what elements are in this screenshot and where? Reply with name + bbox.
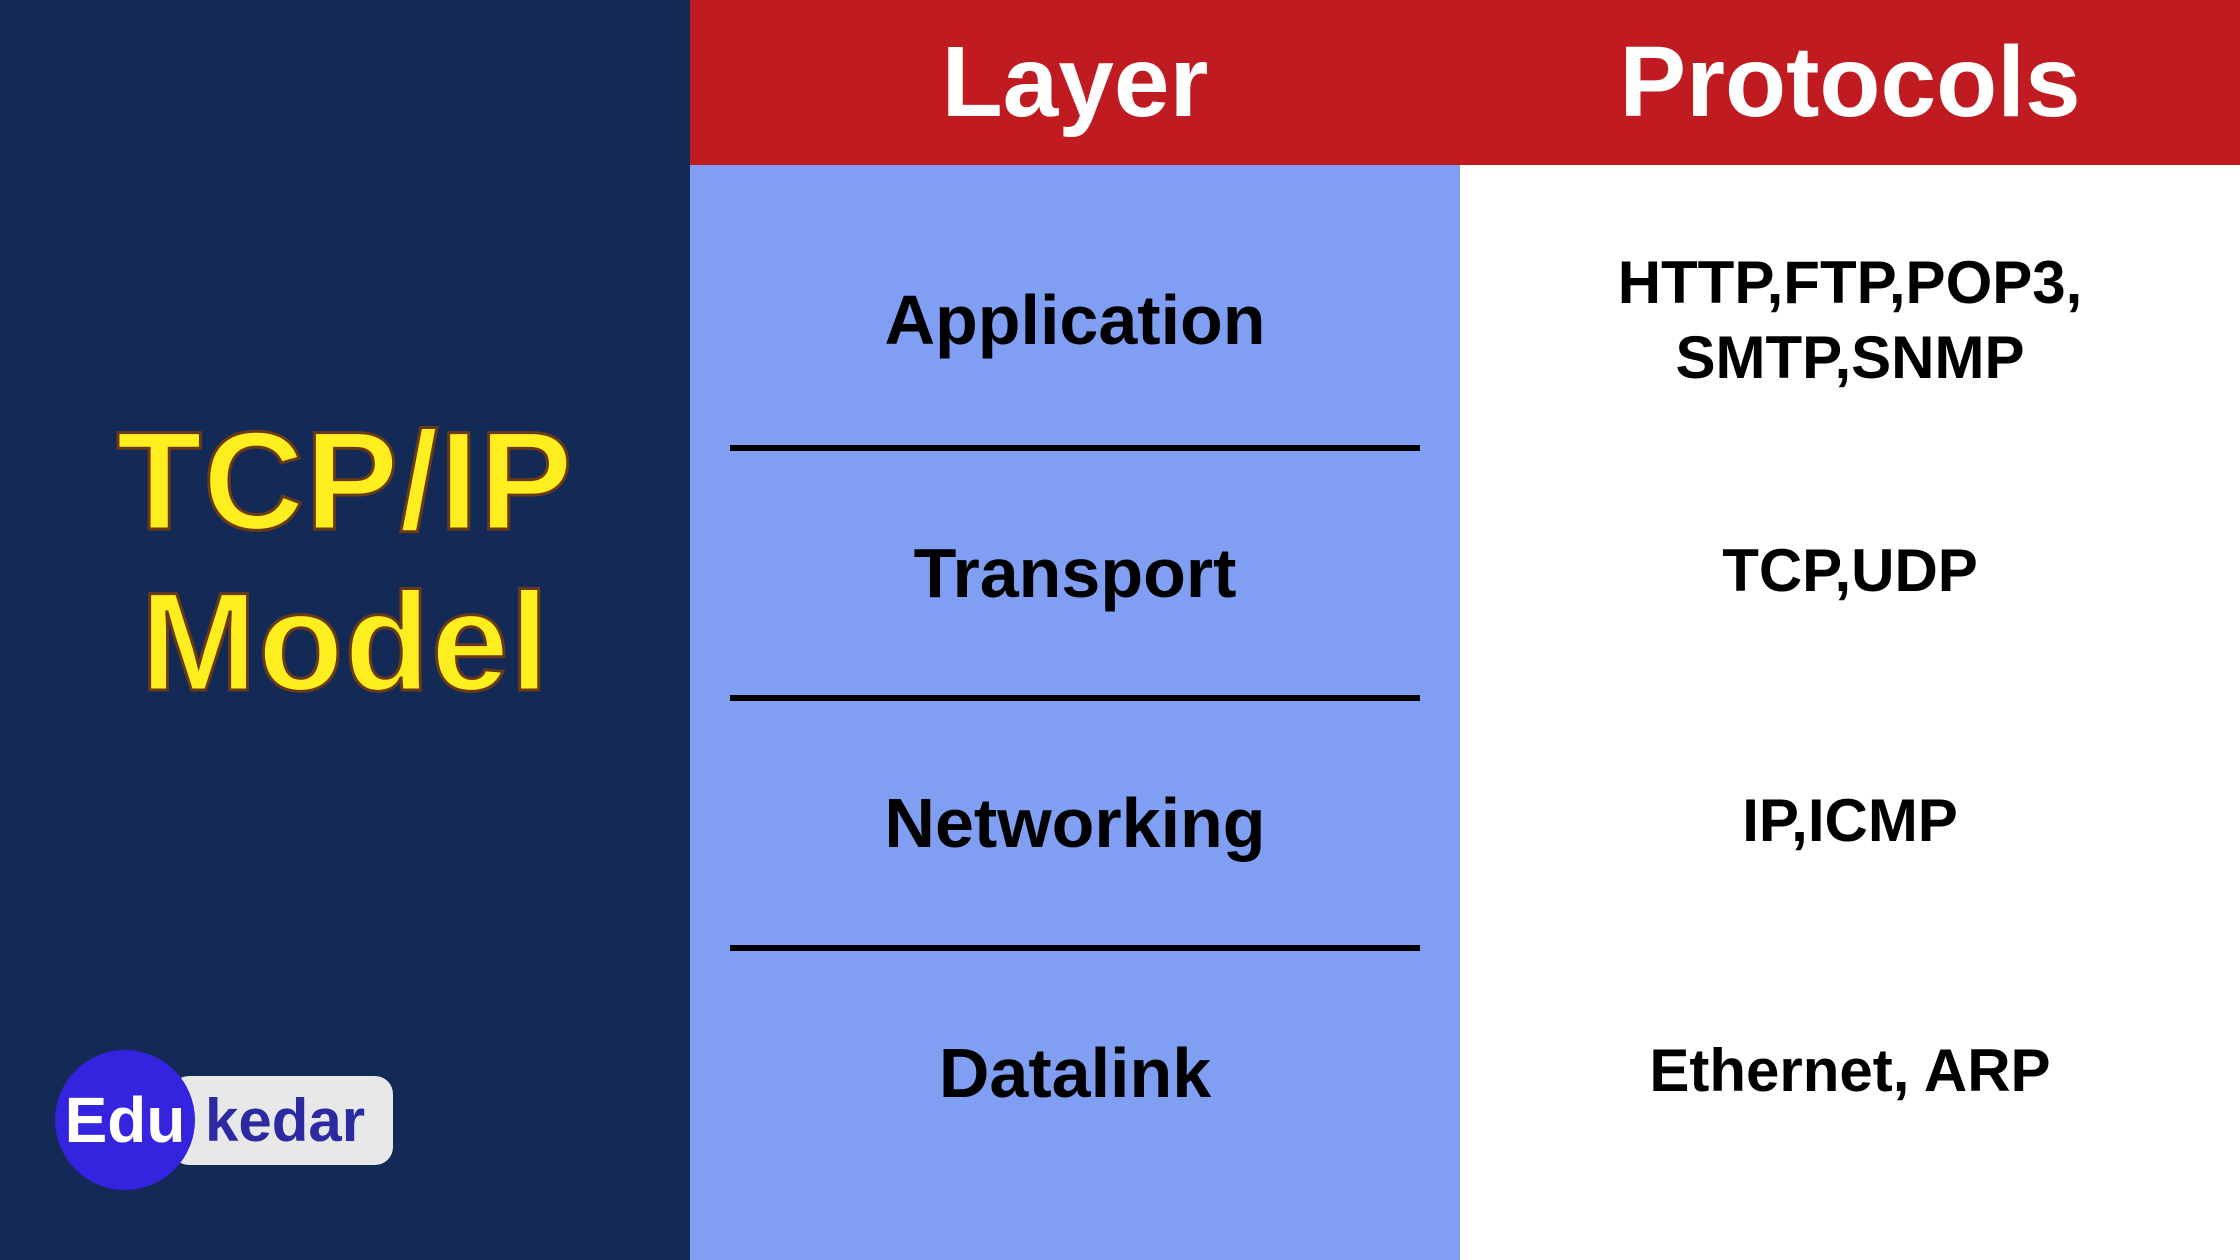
brand-logo-pill: kedar xyxy=(171,1076,393,1165)
protocols-cell-label: Ethernet, ARP xyxy=(1649,1033,2050,1108)
header-protocols: Protocols xyxy=(1460,0,2240,165)
title-line-1: TCP/IP xyxy=(116,400,573,561)
brand-logo-circle: Edu xyxy=(55,1050,195,1190)
brand-logo-circle-text: Edu xyxy=(65,1083,186,1157)
protocols-cell: Ethernet, ARP xyxy=(1460,945,2240,1195)
protocols-column: HTTP,FTP,POP3,SMTP,SNMP TCP,UDP IP,ICMP … xyxy=(1460,165,2240,1260)
table-body: Application Transport Networking Datalin… xyxy=(690,165,2240,1260)
table-panel: Layer Protocols Application Transport Ne… xyxy=(690,0,2240,1260)
header-layer: Layer xyxy=(690,0,1460,165)
layer-cell-label: Datalink xyxy=(939,1033,1211,1113)
layer-cell: Transport xyxy=(730,445,1420,695)
protocols-cell-label: TCP,UDP xyxy=(1722,533,1978,608)
table-header-row: Layer Protocols xyxy=(690,0,2240,165)
protocols-cell-label: HTTP,FTP,POP3,SMTP,SNMP xyxy=(1618,245,2083,395)
layer-cell-label: Application xyxy=(884,280,1265,360)
header-layer-label: Layer xyxy=(942,25,1209,140)
protocols-cell-label: IP,ICMP xyxy=(1742,783,1958,858)
diagram-root: TCP/IP Model Edu kedar Layer Protocols A… xyxy=(0,0,2240,1260)
layer-cell: Networking xyxy=(730,695,1420,945)
title-panel: TCP/IP Model Edu kedar xyxy=(0,0,690,1260)
protocols-cell: IP,ICMP xyxy=(1460,695,2240,945)
title-block: TCP/IP Model xyxy=(116,400,573,722)
header-protocols-label: Protocols xyxy=(1619,25,2080,140)
layer-cell-label: Transport xyxy=(914,533,1237,613)
brand-logo-pill-text: kedar xyxy=(205,1087,365,1154)
layer-cell: Application xyxy=(730,195,1420,445)
layer-column: Application Transport Networking Datalin… xyxy=(690,165,1460,1260)
layer-cell: Datalink xyxy=(730,945,1420,1195)
protocols-cell: HTTP,FTP,POP3,SMTP,SNMP xyxy=(1460,195,2240,445)
protocols-cell: TCP,UDP xyxy=(1460,445,2240,695)
layer-cell-label: Networking xyxy=(884,783,1265,863)
title-line-2: Model xyxy=(116,561,573,722)
brand-logo: Edu kedar xyxy=(55,1050,393,1190)
